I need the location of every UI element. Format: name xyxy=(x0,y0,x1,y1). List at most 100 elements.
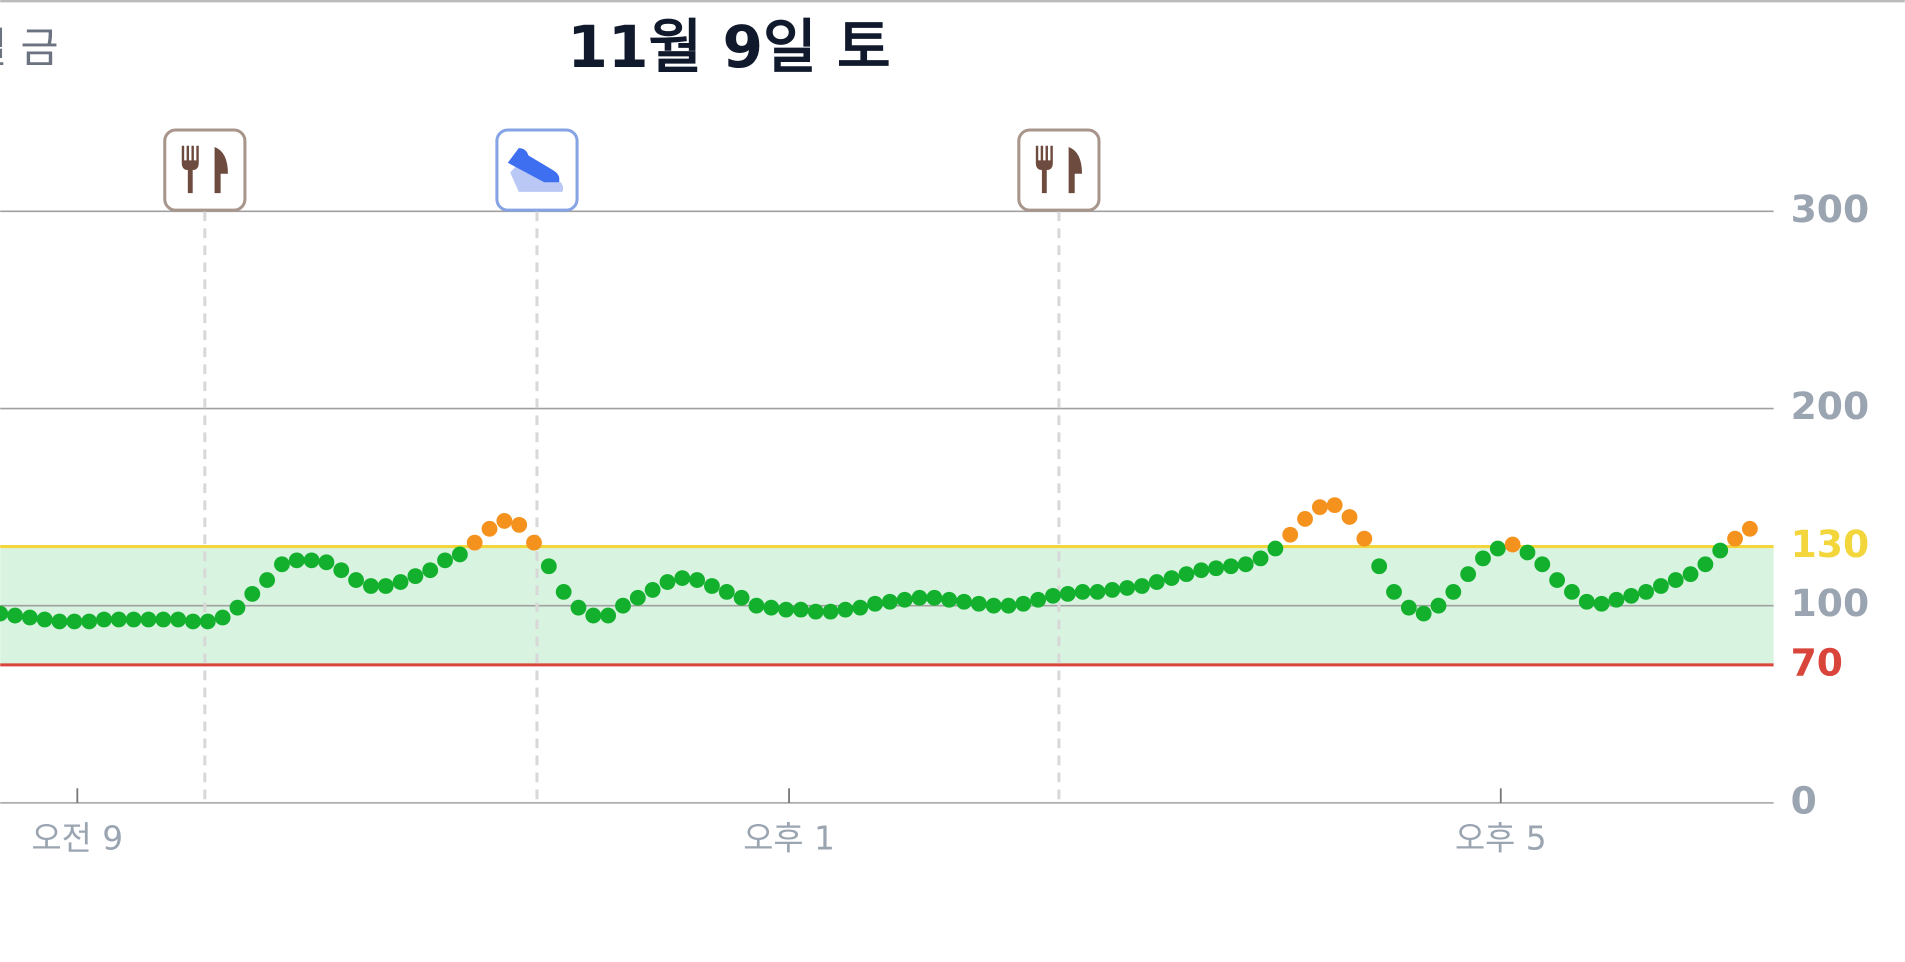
glucose-point xyxy=(1104,582,1121,598)
glucose-point xyxy=(36,611,53,628)
exercise-marker[interactable] xyxy=(495,128,579,212)
glucose-point xyxy=(1059,585,1076,602)
meal-marker[interactable] xyxy=(1017,128,1101,212)
shoe-icon xyxy=(507,148,560,183)
y-tick-label: 0 xyxy=(1791,778,1817,822)
glucose-point xyxy=(140,611,157,628)
glucose-point xyxy=(1489,540,1506,557)
glucose-point xyxy=(1089,584,1106,600)
fork-icon xyxy=(181,145,199,194)
glucose-point xyxy=(689,572,706,588)
glucose-point xyxy=(1519,544,1536,561)
glucose-point xyxy=(1534,556,1551,573)
glucose-point xyxy=(259,572,276,588)
glucose-point xyxy=(7,607,23,624)
glucose-point xyxy=(555,584,572,600)
glucose-point xyxy=(763,599,780,616)
glucose-point xyxy=(288,552,305,569)
glucose-point xyxy=(1223,558,1239,575)
glucose-point xyxy=(644,582,661,598)
glucose-point xyxy=(199,613,216,630)
glucose-point xyxy=(318,554,335,571)
glucose-point xyxy=(1356,530,1373,547)
glucose-point xyxy=(333,562,350,579)
glucose-point xyxy=(985,597,1002,614)
glucose-point xyxy=(807,603,824,620)
glucose-point xyxy=(363,578,379,594)
glucose-point xyxy=(1148,574,1165,590)
glucose-point xyxy=(1386,584,1402,600)
glucose-point xyxy=(852,599,869,616)
glucose-point xyxy=(1564,584,1580,600)
glucose-point xyxy=(837,601,854,618)
glucose-point xyxy=(21,609,38,626)
glucose-point xyxy=(1030,591,1047,608)
glucose-point xyxy=(511,516,528,533)
glucose-point xyxy=(1267,540,1284,557)
glucose-point xyxy=(0,605,9,622)
glucose-point xyxy=(615,597,631,614)
glucose-point xyxy=(481,520,498,537)
glucose-point xyxy=(1311,499,1328,516)
glucose-point xyxy=(274,556,290,573)
glucose-point xyxy=(1015,595,1032,612)
glucose-point xyxy=(51,613,68,630)
glucose-point xyxy=(1593,595,1610,612)
glucose-point xyxy=(778,601,794,618)
y-tick-label: 300 xyxy=(1791,187,1870,231)
glucose-point xyxy=(1119,580,1136,596)
x-tick-label: 오후 1 xyxy=(743,820,835,858)
glucose-point xyxy=(1341,509,1358,525)
glucose-point xyxy=(1282,526,1299,543)
glucose-point xyxy=(377,578,394,594)
chart-title: 11월 9일 토 xyxy=(567,13,890,81)
glucose-point xyxy=(1682,566,1699,583)
glucose-point xyxy=(1000,597,1017,614)
marker-box xyxy=(1017,128,1101,212)
meal-marker[interactable] xyxy=(163,128,247,212)
glucose-point xyxy=(585,607,602,624)
glucose-point xyxy=(1504,536,1521,553)
glucose-point xyxy=(1445,584,1462,600)
glucose-point xyxy=(96,611,112,628)
glucose-point xyxy=(81,613,98,630)
threshold-label: 70 xyxy=(1791,640,1843,684)
x-tick-label: 오후 5 xyxy=(1455,820,1547,858)
glucose-point xyxy=(1237,556,1254,573)
glucose-point xyxy=(1430,597,1447,614)
glucose-point xyxy=(733,589,750,606)
glucose-point xyxy=(718,584,735,600)
glucose-point xyxy=(600,607,617,624)
glucose-point xyxy=(229,599,246,616)
glucose-point xyxy=(303,552,320,569)
glucose-point xyxy=(125,611,142,628)
glucose-point xyxy=(941,591,958,608)
y-tick-label: 200 xyxy=(1791,384,1870,428)
y-tick-label: 100 xyxy=(1791,581,1870,625)
threshold-label: 130 xyxy=(1791,522,1870,566)
glucose-point xyxy=(629,589,646,606)
glucose-point xyxy=(1741,520,1758,537)
glucose-point xyxy=(1623,587,1640,604)
glucose-point xyxy=(881,593,898,610)
previous-day-label[interactable]: 일 금 xyxy=(0,24,59,72)
glucose-point xyxy=(392,574,409,590)
glucose-point xyxy=(1697,556,1714,573)
glucose-point xyxy=(970,595,987,612)
glucose-point xyxy=(704,578,720,594)
glucose-point xyxy=(155,611,172,628)
marker-box xyxy=(163,128,247,212)
glucose-point xyxy=(748,597,765,614)
glucose-point xyxy=(1208,560,1224,577)
glucose-point xyxy=(1297,511,1313,527)
glucose-point xyxy=(956,593,972,610)
knife-icon xyxy=(214,146,228,194)
glucose-point xyxy=(1415,605,1432,622)
glucose-point xyxy=(1163,570,1180,586)
glucose-point xyxy=(1193,562,1210,579)
glucose-point xyxy=(659,574,676,590)
glucose-point xyxy=(1712,542,1729,559)
glucose-point xyxy=(1371,558,1388,575)
glucose-point xyxy=(185,613,201,630)
